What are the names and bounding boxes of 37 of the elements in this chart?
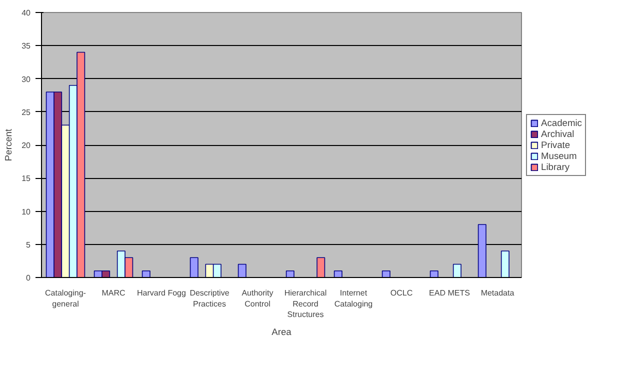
y-tick-label: 30 (22, 74, 32, 84)
y-tick-label: 25 (22, 108, 32, 117)
legend-label: Library (541, 162, 570, 172)
x-tick-label: Cataloging-general (45, 288, 86, 308)
bar (316, 257, 326, 278)
bar (382, 270, 390, 278)
y-tick-label: 20 (22, 141, 32, 150)
y-axis-title: Percent (4, 128, 14, 162)
x-tick-label: Metadata (480, 288, 515, 298)
legend-label: Archival (541, 128, 574, 138)
x-tick-label: Hierarchical Record Structures (284, 288, 327, 320)
bar (286, 270, 294, 278)
x-tick-label: Descriptive Practices (190, 288, 230, 308)
legend-label: Museum (541, 150, 577, 160)
bar (452, 264, 462, 278)
y-tick-label: 15 (22, 174, 32, 184)
bar (500, 250, 510, 278)
x-tick-label: EAD METS (429, 288, 470, 298)
bar (334, 270, 342, 278)
y-tick-label: 35 (22, 42, 32, 51)
x-axis-title: Area (272, 327, 292, 338)
x-tick-label: OCLC (390, 288, 413, 298)
x-tick-label: Internet Cataloging (334, 288, 373, 308)
x-tick-label: MARC (102, 288, 126, 298)
bar (478, 224, 486, 278)
x-tick-label: Harvard Fogg (137, 288, 186, 298)
bar (238, 264, 246, 278)
bar (190, 257, 198, 278)
y-tick-label: 5 (26, 240, 32, 250)
x-tick-label: Authority Control (242, 288, 274, 308)
bar (430, 270, 438, 278)
y-tick-label: 40 (22, 8, 32, 18)
y-tick-label: 0 (26, 274, 32, 282)
y-tick-label: 10 (22, 207, 32, 216)
legend-label: Private (541, 140, 570, 150)
legend-label: Academic (541, 118, 582, 128)
bar (142, 270, 150, 278)
